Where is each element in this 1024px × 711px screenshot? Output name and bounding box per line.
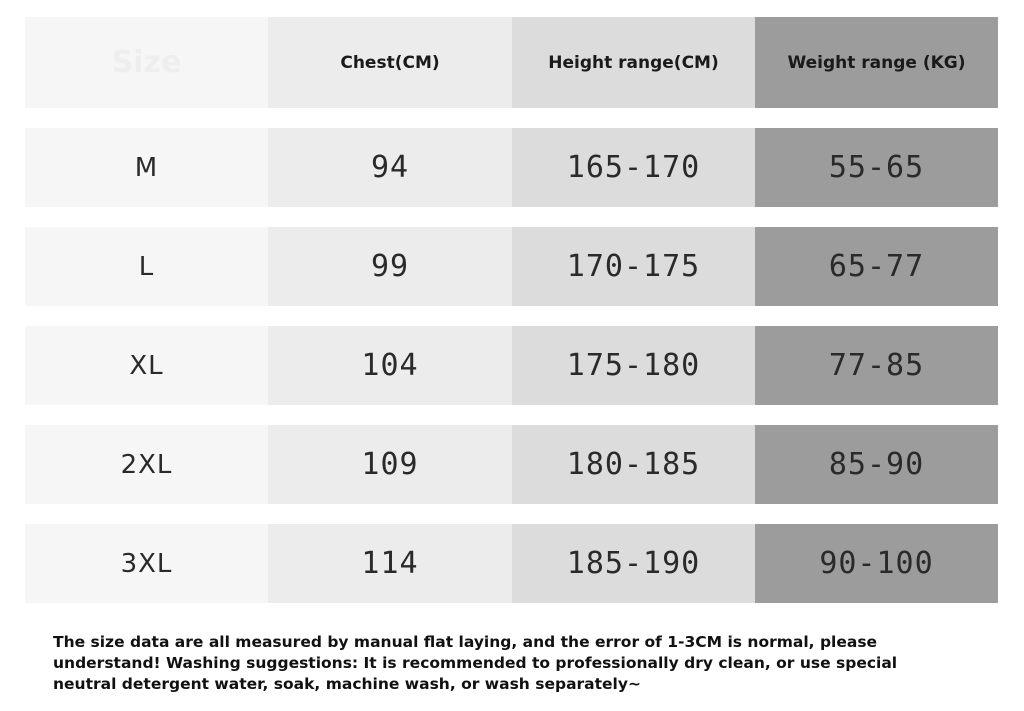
header-chest-cell: Chest(CM) bbox=[268, 17, 512, 108]
header-weight-cell: Weight range (KG) bbox=[755, 17, 998, 108]
size-cell: 3XL bbox=[25, 524, 268, 603]
chest-cell: 114 bbox=[268, 524, 512, 603]
height-cell: 180-185 bbox=[512, 425, 755, 504]
header-size-cell: Size bbox=[25, 17, 268, 108]
table-row: L 99 170-175 65-77 bbox=[25, 227, 998, 306]
weight-cell: 90-100 bbox=[755, 524, 998, 603]
header-size-label: Size bbox=[111, 45, 182, 80]
height-cell: 165-170 bbox=[512, 128, 755, 207]
weight-cell: 65-77 bbox=[755, 227, 998, 306]
size-note-text: The size data are all measured by manual… bbox=[53, 633, 898, 693]
size-cell: XL bbox=[25, 326, 268, 405]
size-cell: L bbox=[25, 227, 268, 306]
size-cell: 2XL bbox=[25, 425, 268, 504]
weight-cell: 85-90 bbox=[755, 425, 998, 504]
table-row: 2XL 109 180-185 85-90 bbox=[25, 425, 998, 504]
header-height-cell: Height range(CM) bbox=[512, 17, 755, 108]
height-cell: 170-175 bbox=[512, 227, 755, 306]
weight-cell: 77-85 bbox=[755, 326, 998, 405]
chest-cell: 109 bbox=[268, 425, 512, 504]
table-header-row: Size Chest(CM) Height range(CM) Weight r… bbox=[25, 17, 998, 108]
chest-cell: 104 bbox=[268, 326, 512, 405]
height-cell: 185-190 bbox=[512, 524, 755, 603]
height-cell: 175-180 bbox=[512, 326, 755, 405]
size-chart-table: Size Chest(CM) Height range(CM) Weight r… bbox=[25, 17, 998, 623]
size-cell: M bbox=[25, 128, 268, 207]
table-row: M 94 165-170 55-65 bbox=[25, 128, 998, 207]
weight-cell: 55-65 bbox=[755, 128, 998, 207]
table-row: XL 104 175-180 77-85 bbox=[25, 326, 998, 405]
table-row: 3XL 114 185-190 90-100 bbox=[25, 524, 998, 603]
chest-cell: 99 bbox=[268, 227, 512, 306]
chest-cell: 94 bbox=[268, 128, 512, 207]
